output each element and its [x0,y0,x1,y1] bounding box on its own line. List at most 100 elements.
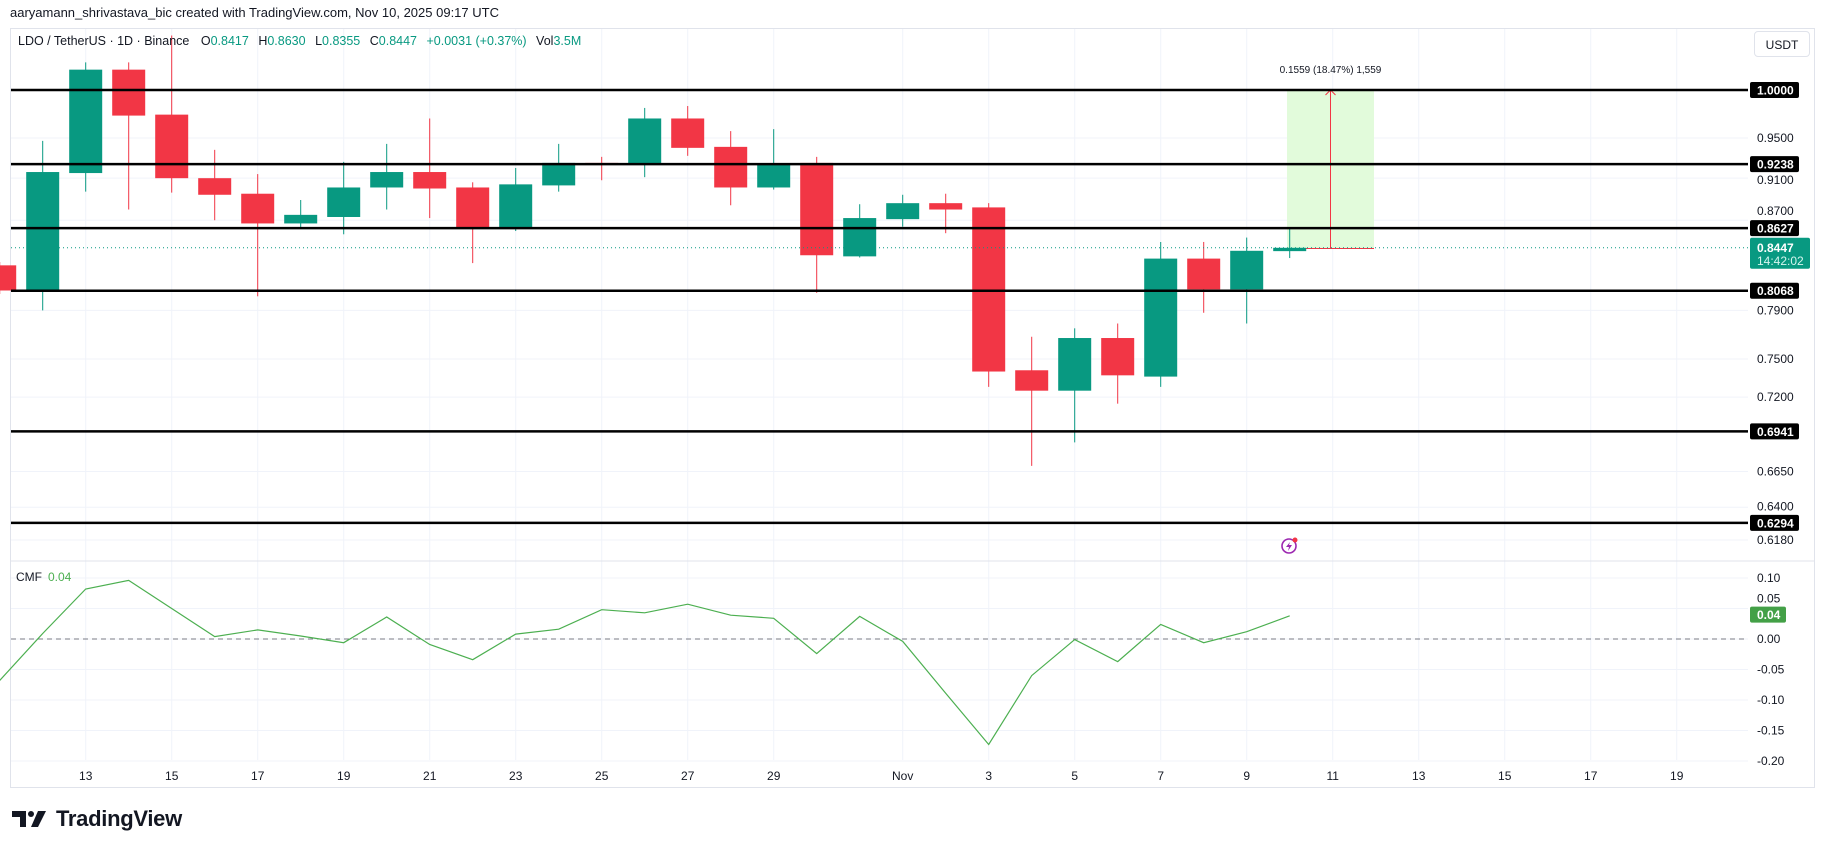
time-axis-label: 17 [1584,769,1598,783]
cmf-axis-label: 0.10 [1757,571,1781,585]
price-axis-label: 0.6180 [1757,533,1794,547]
tradingview-logo-icon [12,811,46,827]
lightning-event-icon[interactable] [1281,538,1297,554]
currency-button[interactable]: USDT [1754,31,1810,57]
candle-up [1144,258,1178,377]
level-price-label: 0.9238 [1757,158,1794,172]
high-value: 0.8630 [267,34,306,48]
candle-down [198,178,232,195]
close-label: C [369,34,379,48]
notification-dot-icon [1292,537,1298,543]
logo-text: TradingView [56,806,182,831]
cmf-value-badge [1750,606,1786,623]
time-axis-label: 25 [595,769,609,783]
time-axis-label: 29 [767,769,781,783]
candle-up [757,163,791,188]
level-price-badge [1750,282,1799,299]
level-price-label: 1.0000 [1757,84,1794,98]
close-value: 0.8447 [378,34,417,48]
candle-up [284,214,318,224]
price-axis-label: 0.7900 [1757,303,1794,317]
candle-up [843,218,877,257]
cmf-value-label: 0.04 [1757,608,1781,622]
time-axis-label: 11 [1326,769,1339,783]
chart-credit: aaryamann_shrivastava_bic created with T… [10,5,499,20]
candle-up [370,172,404,188]
time-axis-label: 7 [1157,769,1164,783]
last-price-label: 0.8447 [1757,241,1794,255]
cmf-value: 0.04 [48,570,72,584]
cmf-line [0,579,1290,746]
cmf-axis-label: -0.10 [1757,693,1785,707]
price-axis-label: 0.9500 [1757,131,1794,145]
price-axis-label: 0.7500 [1757,352,1794,366]
candle-down [800,162,834,256]
candle-up [1058,338,1092,391]
time-axis-label: 19 [337,769,351,783]
candle-down [972,207,1006,372]
time-axis-label: 23 [509,769,523,783]
time-axis-label: 27 [681,769,695,783]
time-axis-label: Nov [892,769,913,783]
low-label: L [315,34,323,48]
cmf-name: CMF [16,570,42,584]
time-axis-label: 9 [1243,769,1250,783]
change-value: +0.0031 (+0.37%) [426,34,527,48]
measure-label: 0.1559 (18.47%) 1,559 [1280,65,1382,76]
level-price-label: 0.8627 [1757,222,1794,236]
candle-up [1273,247,1307,252]
level-price-badge [1750,156,1799,173]
level-price-badge [1750,82,1799,98]
volume-label: Vol [536,34,554,48]
time-axis-label: 21 [423,769,437,783]
cmf-axis-label: -0.05 [1757,663,1785,677]
cmf-legend[interactable]: CMF 0.04 [16,570,71,584]
cmf-axis-label: -0.15 [1757,724,1785,738]
price-axis-label: 0.9100 [1757,173,1794,187]
price-axis-label: 0.7200 [1757,390,1794,404]
candle-down [0,265,17,291]
level-price-badge [1750,514,1799,531]
candle-down [1015,370,1049,391]
candle-up [628,118,662,164]
candle-down [241,193,275,224]
volume-value: 3.5M [553,34,582,48]
cmf-axis-label: 0.00 [1757,632,1781,646]
candle-down [929,203,963,210]
candle-up [542,162,576,186]
level-price-label: 0.6294 [1757,516,1794,530]
candle-down [155,114,189,179]
candle-up [26,172,60,291]
candle-down [456,187,490,228]
bar-countdown-label: 14:42:02 [1757,254,1804,268]
candle-up [69,69,103,174]
cmf-axis-label: -0.20 [1757,754,1785,768]
time-axis-label: 13 [1412,769,1426,783]
price-axis-label: 0.8700 [1757,204,1794,218]
lightning-bolt-icon [1286,542,1292,551]
candle-down [1187,258,1221,290]
time-axis-label: 17 [251,769,265,783]
candle-down [1101,338,1135,376]
open-value: 0.8417 [210,34,249,48]
high-label: H [258,34,268,48]
level-price-label: 0.8068 [1757,284,1794,298]
chart-frame [10,28,1815,788]
symbol-title[interactable]: LDO / TetherUS · 1D · Binance [18,34,190,48]
level-price-badge [1750,220,1799,237]
candle-up [886,203,920,220]
level-price-badge [1750,423,1799,440]
price-axis-label: 0.6400 [1757,499,1794,513]
low-value: 0.8355 [322,34,361,48]
tradingview-logo[interactable]: TradingView [12,806,182,832]
time-axis-label: 3 [985,769,992,783]
candle-down [714,146,748,188]
time-axis-label: 13 [79,769,93,783]
time-axis-label: 5 [1071,769,1078,783]
open-label: O [200,34,211,48]
candle-up [1230,250,1264,290]
time-axis-label: 19 [1670,769,1684,783]
candle-down [413,172,447,189]
last-price-badge [1750,237,1810,269]
